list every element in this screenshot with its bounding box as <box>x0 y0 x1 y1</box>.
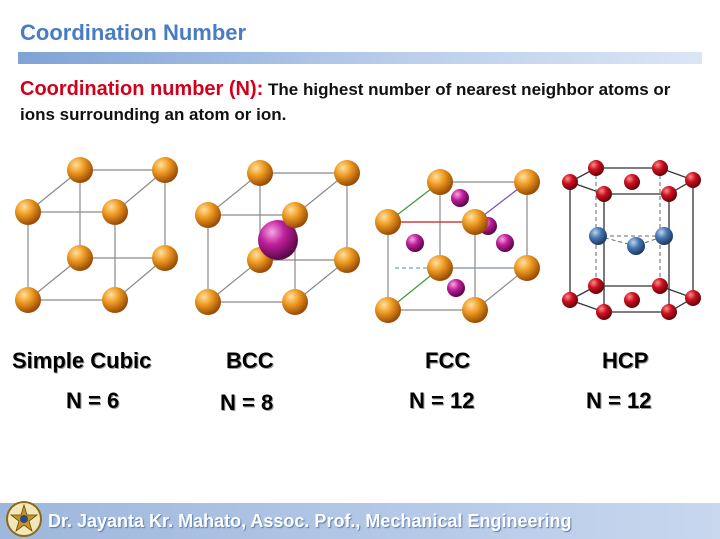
bcc-cell <box>195 160 360 315</box>
coordination-bcc: N = 8 <box>220 390 274 415</box>
definition-paragraph: Coordination number (N): The highest num… <box>20 77 710 127</box>
label-simple-cubic: Simple Cubic <box>12 348 152 373</box>
simple-cubic-cell <box>15 157 178 313</box>
slide-title: Coordination Number <box>20 20 247 45</box>
fcc-cell <box>375 169 540 323</box>
label-hcp: HCP <box>602 348 649 373</box>
hcp-cell <box>562 160 701 320</box>
definition-term: Coordination number (N): <box>20 78 264 100</box>
crystal-structures-diagram <box>15 157 701 323</box>
label-bcc: BCC <box>226 348 274 373</box>
coordination-simple-cubic: N = 6 <box>66 388 120 413</box>
definition-text: The highest number of nearest neighbor a… <box>20 80 671 124</box>
university-emblem-icon <box>6 501 42 537</box>
footer-text: Dr. Jayanta Kr. Mahato, Assoc. Prof., Me… <box>48 511 572 531</box>
title-underline-bar <box>18 52 702 64</box>
simple-cubic-atoms <box>15 157 178 313</box>
label-fcc: FCC <box>425 348 471 373</box>
coordination-hcp: N = 12 <box>586 388 652 413</box>
footer-bar: Dr. Jayanta Kr. Mahato, Assoc. Prof., Me… <box>0 503 720 539</box>
coordination-fcc: N = 12 <box>409 388 475 413</box>
